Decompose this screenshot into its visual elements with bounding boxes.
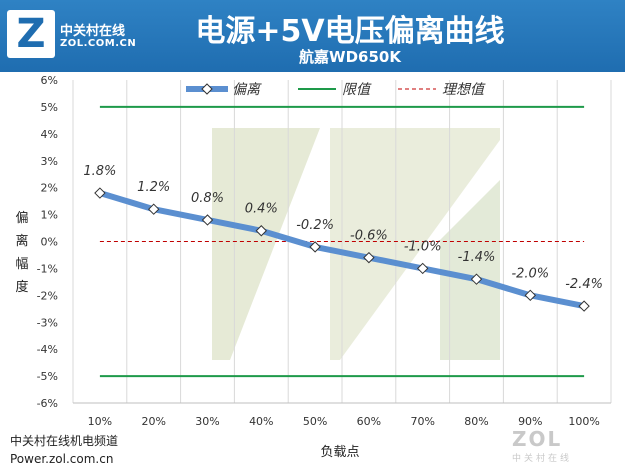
data-label: -0.2% xyxy=(296,218,334,233)
watermark-shape xyxy=(330,128,500,360)
deviation-point xyxy=(201,214,214,226)
deviation-point xyxy=(147,203,160,215)
data-label: -1.0% xyxy=(404,239,442,254)
data-label: 1.8% xyxy=(83,164,116,179)
series-group xyxy=(94,187,590,312)
deviation-point xyxy=(470,273,483,285)
y-ticks: 6% 5% 4% 3% 2% 1% 0% -1% -2% -3% -4% -5% -6% xyxy=(37,74,58,410)
y-tick-label: -2% xyxy=(37,289,58,302)
deviation-line xyxy=(96,190,588,310)
logo-cn-text: 中关村在线 xyxy=(60,24,126,39)
data-label: -2.0% xyxy=(511,266,549,281)
y-tick-label: 1% xyxy=(41,209,58,222)
legend-label-ideal: 理想值 xyxy=(442,82,486,98)
x-tick-label: 50% xyxy=(303,415,327,428)
x-tick-label: 20% xyxy=(141,415,165,428)
chart-subtitle: 航嘉WD650K xyxy=(299,48,401,66)
data-labels: 1.8% 1.2% 0.8% 0.4% -0.2% -0.6% -1.0% -1.4% -2.0… xyxy=(83,164,603,292)
watermark-shape xyxy=(440,180,500,360)
y-tick-label: -3% xyxy=(37,316,58,329)
deviation-point xyxy=(94,187,106,199)
zol-logo: Z xyxy=(7,10,55,58)
x-tick-label: 80% xyxy=(464,415,488,428)
y-axis-label-char: 幅 xyxy=(15,257,28,272)
x-tick-label: 10% xyxy=(88,415,112,428)
deviation-point xyxy=(363,251,375,264)
legend-marker xyxy=(201,83,213,95)
deviation-point xyxy=(524,289,537,302)
deviation-point xyxy=(255,225,268,237)
y-tick-label: -4% xyxy=(37,343,58,356)
footer-url: Power.zol.com.cn xyxy=(10,452,114,466)
watermark-main: ZOL xyxy=(512,427,563,451)
watermark-shape xyxy=(212,128,320,360)
y-axis-label-char: 偏 xyxy=(15,211,28,226)
y-tick-label: -5% xyxy=(37,370,58,383)
y-axis-label-char: 离 xyxy=(15,233,28,249)
y-axis-label-char: 度 xyxy=(15,279,28,295)
y-tick-label: -1% xyxy=(37,262,58,275)
data-label: -0.6% xyxy=(350,229,388,244)
data-label: 0.8% xyxy=(191,191,224,206)
data-label: 0.4% xyxy=(245,202,278,217)
data-label: -2.4% xyxy=(565,277,603,292)
logo-en-text: ZOL.COM.CN xyxy=(60,38,137,49)
legend: 偏离 限值 理想值 xyxy=(186,82,486,98)
y-tick-label: -6% xyxy=(37,397,58,410)
x-ticks: 10% 20% 30% 40% 50% 60% 70% 80% 90% 100% xyxy=(88,415,600,428)
y-tick-label: 0% xyxy=(41,236,58,249)
deviation-point xyxy=(416,262,429,275)
header-banner: Z 中关村在线 ZOL.COM.CN 电源+5V电压偏离曲线 航嘉WD650K xyxy=(0,0,625,72)
x-tick-label: 30% xyxy=(195,415,219,428)
y-tick-label: 2% xyxy=(41,182,58,195)
deviation-point xyxy=(578,300,590,312)
data-label: -1.4% xyxy=(458,250,496,265)
x-tick-label: 60% xyxy=(357,415,381,428)
x-axis-label: 负载点 xyxy=(320,445,359,460)
legend-label-deviation: 偏离 xyxy=(232,82,262,98)
deviation-point xyxy=(309,241,321,253)
y-tick-label: 4% xyxy=(41,128,58,141)
footer-channel: 中关村在线机电频道 xyxy=(10,434,119,448)
y-tick-label: 3% xyxy=(41,155,58,168)
x-tick-label: 90% xyxy=(518,415,542,428)
x-tick-label: 40% xyxy=(249,415,273,428)
zol-watermark: ZOL 中关村在线 xyxy=(512,427,572,464)
reference-lines xyxy=(99,105,585,378)
watermark-sub: 中关村在线 xyxy=(512,454,573,464)
y-tick-label: 6% xyxy=(41,74,58,87)
chart-title: 电源+5V电压偏离曲线 xyxy=(195,14,505,49)
x-tick-label: 100% xyxy=(568,415,599,428)
legend-label-limit: 限值 xyxy=(342,82,372,98)
data-label: 1.2% xyxy=(137,180,170,195)
x-tick-label: 70% xyxy=(410,415,434,428)
y-tick-label: 5% xyxy=(41,101,58,114)
